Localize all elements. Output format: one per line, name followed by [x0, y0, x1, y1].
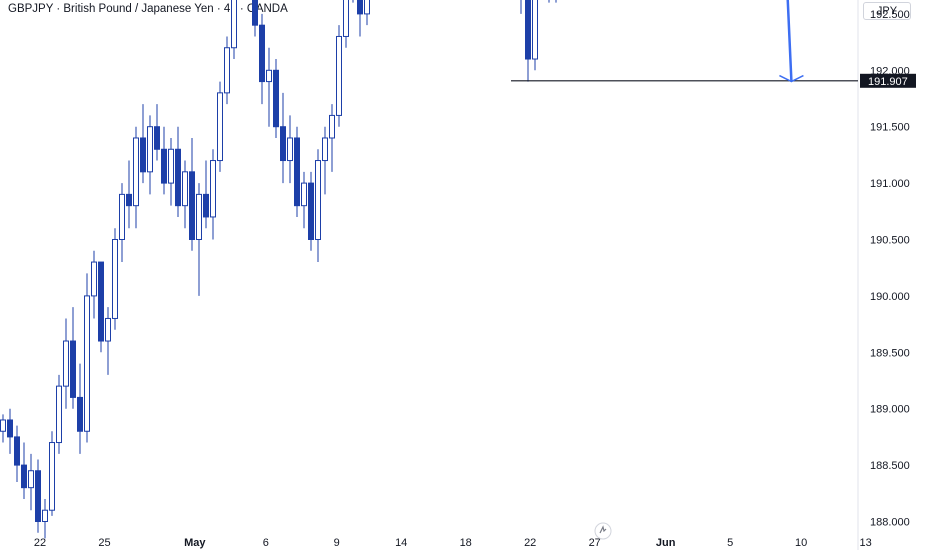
price-tick-label: 192.500	[870, 9, 910, 21]
candle-body	[42, 509, 48, 523]
candle-body	[259, 24, 265, 83]
level-tag	[860, 73, 916, 88]
candle-body	[525, 0, 531, 60]
candle-body	[266, 69, 272, 83]
candle-body	[357, 0, 363, 15]
time-tick-label: 22	[524, 537, 536, 549]
candle-body	[301, 182, 307, 207]
time-tick-label: 10	[795, 537, 807, 549]
chart-title: GBPJPY · British Pound / Japanese Yen · …	[8, 3, 288, 15]
tradingview-logo-icon[interactable]	[594, 522, 612, 540]
candle-body	[364, 0, 370, 15]
time-tick-label: 18	[460, 537, 472, 549]
time-tick-label: May	[184, 537, 206, 549]
candle-body	[91, 261, 97, 297]
candle-body	[168, 148, 174, 184]
candle-body	[322, 137, 328, 162]
candle-body	[70, 340, 76, 398]
time-tick-label: 13	[859, 537, 871, 549]
currency-button[interactable]: JPY	[863, 2, 911, 20]
time-axis[interactable]: 22 25 May 6 9 14 18 22 27 Jun 5 10 13	[34, 537, 872, 549]
candle-body	[175, 148, 181, 207]
candle-body	[7, 419, 13, 438]
candle-body	[77, 396, 83, 432]
candle-body	[98, 261, 104, 342]
candle-body	[126, 193, 132, 207]
candle-body	[21, 464, 27, 489]
time-tick-label: 27	[589, 537, 601, 549]
candle-body	[315, 160, 321, 240]
candle-body	[343, 0, 349, 37]
price-tick-label: 189.500	[870, 347, 910, 359]
candle-body	[308, 182, 314, 241]
candle-body	[280, 126, 286, 162]
candle-body	[140, 137, 146, 173]
candle-body	[56, 385, 62, 444]
time-tick-label: Jun	[656, 537, 676, 549]
candle-body	[147, 126, 153, 173]
candle-body	[63, 340, 69, 387]
candle-body	[329, 114, 335, 139]
candle-body	[35, 470, 41, 522]
candle-body	[0, 419, 6, 432]
candle-body	[210, 160, 216, 218]
projection-path[interactable]	[711, 0, 804, 83]
candle-body	[203, 193, 209, 218]
candle-body	[273, 69, 279, 128]
price-tick-label: 191.500	[870, 122, 910, 134]
candle-body	[224, 47, 230, 94]
horizontal-levels[interactable]: 195.562193.086191.907	[331, 0, 916, 88]
candle-body	[231, 0, 237, 49]
price-tick-label: 190.000	[870, 291, 910, 303]
candle-body	[105, 317, 111, 342]
time-tick-label: 6	[263, 537, 269, 549]
time-tick-label: 25	[98, 537, 110, 549]
candle-body	[182, 171, 188, 207]
time-tick-label: 22	[34, 537, 46, 549]
candle-body	[14, 436, 20, 466]
candle-body	[119, 193, 125, 241]
candle-body	[196, 193, 202, 241]
candle-body	[28, 470, 34, 489]
candle-body	[294, 137, 300, 207]
candle-body	[154, 126, 160, 150]
candle-body	[189, 171, 195, 241]
candle-body	[287, 137, 293, 162]
candle-body	[84, 295, 90, 432]
price-tick-label: 189.000	[870, 404, 910, 416]
level-tag-label: 191.907	[868, 76, 908, 88]
price-axis[interactable]: 188.000 188.500 189.000 189.500 190.000 190.5…	[857, 0, 910, 550]
projection-arrowhead	[779, 74, 804, 83]
candle-body	[161, 148, 167, 184]
candle-body	[532, 0, 538, 60]
time-tick-label: 14	[395, 537, 407, 549]
candle-body	[336, 35, 342, 116]
time-tick-label: 9	[334, 537, 340, 549]
price-tick-label: 188.000	[870, 517, 910, 529]
candle-body	[133, 137, 139, 207]
candle-body	[112, 239, 118, 319]
candle-body	[49, 442, 55, 511]
price-tick-label: 191.000	[870, 178, 910, 190]
price-tick-label: 190.500	[870, 235, 910, 247]
time-tick-label: 5	[727, 537, 733, 549]
candles	[0, 0, 557, 539]
candle-body	[217, 92, 223, 162]
projection-line	[786, 0, 793, 82]
price-tick-label: 188.500	[870, 460, 910, 472]
candle-body	[252, 0, 258, 26]
